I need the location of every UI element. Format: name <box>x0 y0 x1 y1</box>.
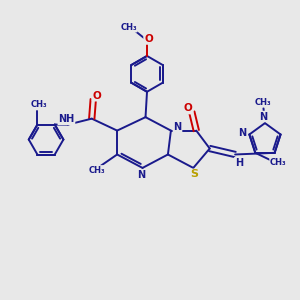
Text: N: N <box>238 128 246 138</box>
Text: H: H <box>235 158 243 168</box>
Text: CH₃: CH₃ <box>255 98 271 107</box>
Text: N: N <box>173 122 181 132</box>
Text: NH: NH <box>58 114 74 124</box>
Text: O: O <box>92 91 101 101</box>
Text: CH₃: CH₃ <box>270 158 286 167</box>
Text: S: S <box>190 169 198 179</box>
Text: N: N <box>137 170 145 180</box>
Text: O: O <box>144 34 153 44</box>
Text: O: O <box>184 103 193 113</box>
Text: N: N <box>260 112 268 122</box>
Text: CH₃: CH₃ <box>89 166 106 175</box>
Text: CH₃: CH₃ <box>31 100 47 109</box>
Text: CH₃: CH₃ <box>120 23 137 32</box>
